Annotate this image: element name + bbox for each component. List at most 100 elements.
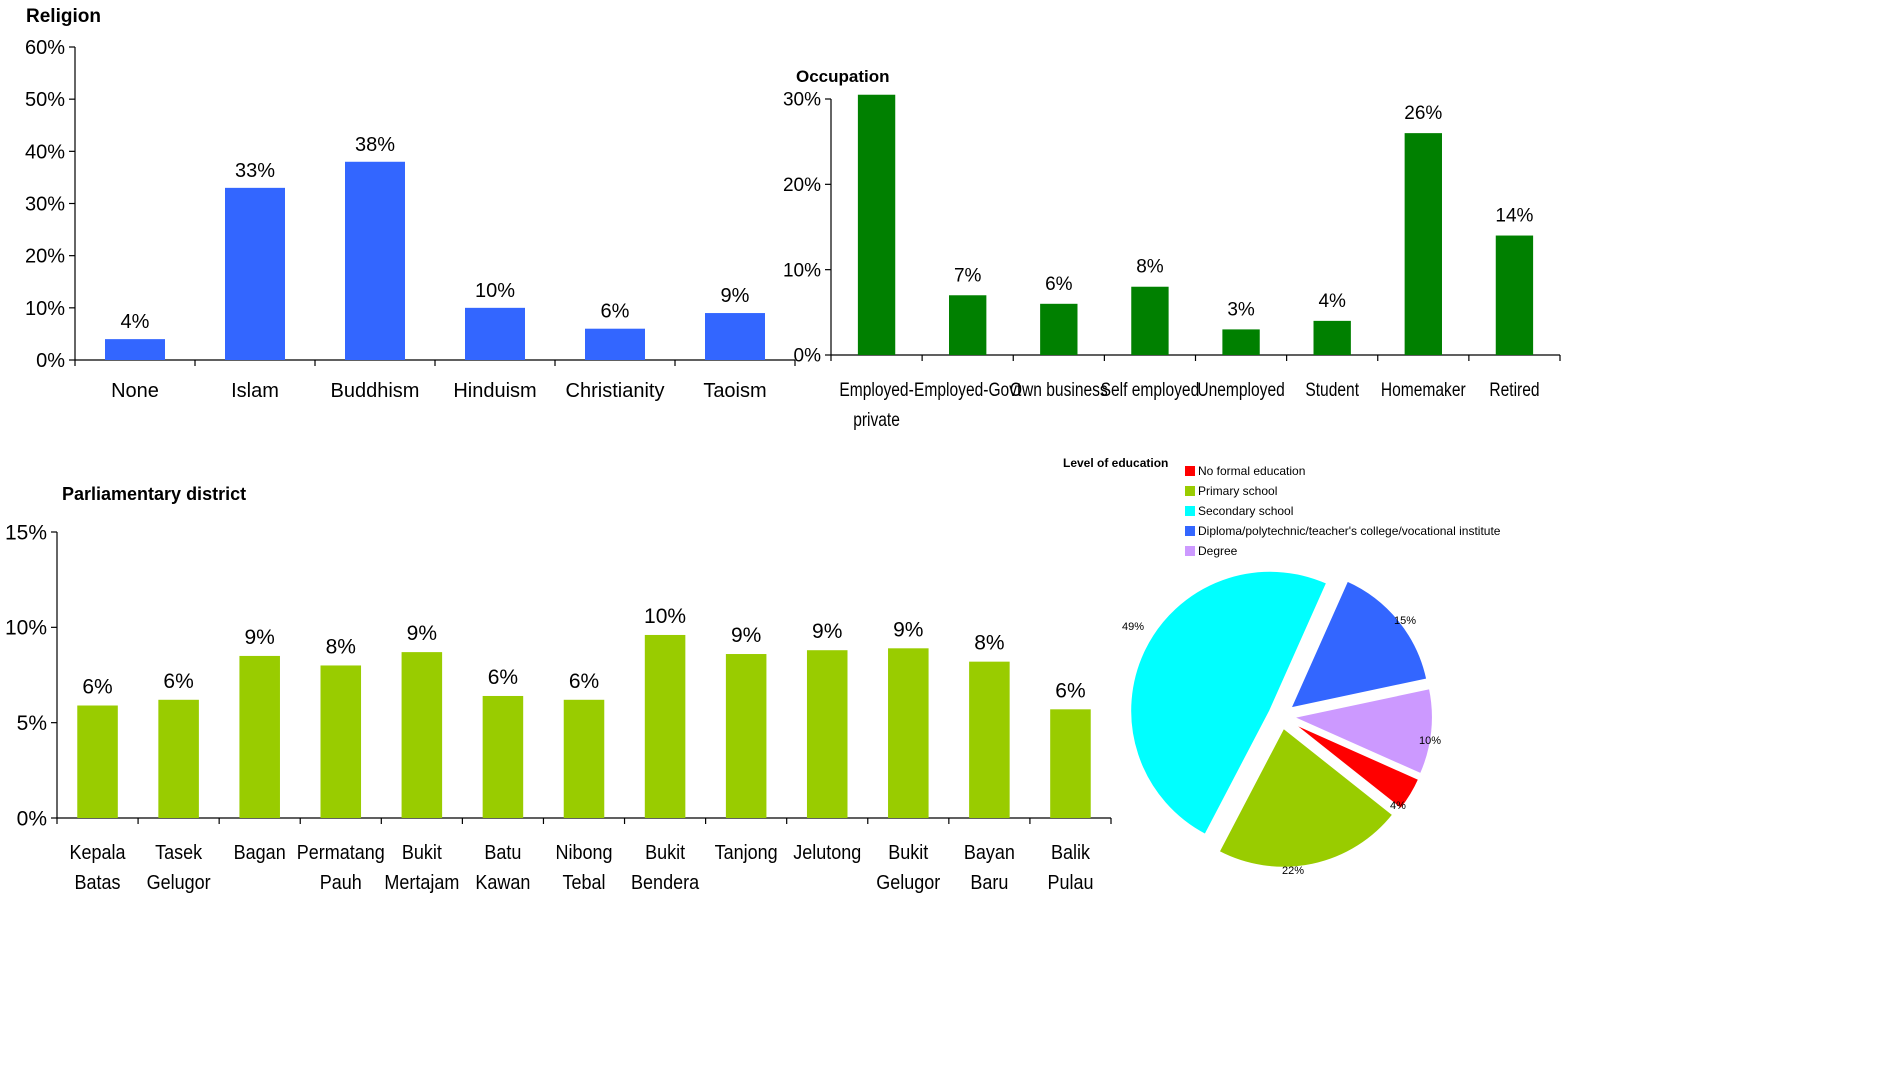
x-category-label: Permatang <box>297 842 385 864</box>
x-category-label: Balik <box>1051 842 1090 864</box>
x-category-label: Bukit <box>645 842 686 864</box>
bar <box>888 648 929 818</box>
chart-title: Level of education <box>1063 456 1168 470</box>
pie-slice <box>1289 686 1434 776</box>
x-category-label: Jelutong <box>793 842 861 864</box>
bar <box>644 634 686 818</box>
x-category-label: Pulau <box>1047 872 1093 894</box>
legend-swatch <box>1185 486 1195 496</box>
bar <box>239 655 280 818</box>
y-tick-label: 10% <box>25 298 65 320</box>
data-label: 6% <box>569 670 599 693</box>
data-label: 4% <box>1318 291 1346 312</box>
data-label: 9% <box>893 618 923 641</box>
bar <box>482 695 524 818</box>
y-tick-label: 40% <box>25 141 65 163</box>
pie-slice-label: 49% <box>1122 621 1144 633</box>
pie-slice <box>1129 569 1329 837</box>
bar <box>1404 133 1442 355</box>
y-tick-label: 30% <box>25 194 65 216</box>
bar <box>705 313 765 360</box>
x-category-label: Buddhism <box>331 380 420 402</box>
bar <box>969 661 1010 818</box>
data-label: 6% <box>163 670 193 693</box>
y-tick-label: 60% <box>25 37 65 59</box>
bar <box>1313 320 1351 355</box>
bar <box>401 652 443 818</box>
x-category-label: Taoism <box>703 380 766 402</box>
bar <box>320 665 362 818</box>
x-category-label: Hinduism <box>453 380 536 402</box>
x-category-label: Batu <box>484 842 521 864</box>
data-label: 8% <box>1136 257 1164 278</box>
data-label: 38% <box>355 134 395 156</box>
x-category-label: Student <box>1305 379 1359 401</box>
y-tick-label: 10% <box>5 617 47 640</box>
x-category-label: Self employed <box>1101 379 1200 401</box>
parliamentary-district-chart: Parliamentary district 0% 5% 10% 15% 6% Kepala… <box>5 484 1112 894</box>
x-category-label: Pauh <box>320 872 362 894</box>
data-label: 33% <box>235 160 275 182</box>
x-category-label: Retired <box>1489 379 1539 401</box>
bar <box>585 328 645 360</box>
x-category-label: Kawan <box>475 872 530 894</box>
y-tick-label: 0% <box>36 350 65 372</box>
legend-label: Degree <box>1198 544 1238 558</box>
bar <box>158 699 199 818</box>
bar <box>806 650 848 818</box>
bar <box>857 94 896 355</box>
x-category-label: Kepala <box>70 842 126 864</box>
x-category-label: Employed-Govt <box>914 379 1021 401</box>
x-category-label: Tasek <box>155 842 202 864</box>
bar <box>465 307 525 360</box>
pie-slice <box>1217 726 1395 869</box>
pie-slice-label: 15% <box>1394 615 1416 627</box>
x-category-label: Christianity <box>566 380 665 402</box>
chart-title: Occupation <box>796 67 890 86</box>
data-label: 9% <box>245 626 275 649</box>
data-label: 9% <box>731 624 761 647</box>
bar <box>1050 709 1091 818</box>
pie-slice <box>1288 579 1429 710</box>
x-category-label: Bagan <box>234 842 286 864</box>
pie-slice-label: 10% <box>1419 735 1441 747</box>
data-label: 6% <box>488 666 518 689</box>
data-label: 9% <box>407 622 437 645</box>
data-label: 6% <box>1045 274 1073 295</box>
data-label: 9% <box>812 620 842 643</box>
x-category-label: Tanjong <box>715 842 778 864</box>
data-label: 9% <box>721 285 750 307</box>
x-category-label: Mertajam <box>384 872 459 894</box>
data-label: 10% <box>475 280 515 302</box>
bar <box>1495 235 1534 355</box>
y-tick-label: 50% <box>25 89 65 111</box>
data-label: 3% <box>1227 299 1255 320</box>
education-pie-chart: Level of education No formal education Pri… <box>1063 456 1501 877</box>
occupation-chart: Occupation 0% 10% 20% 30% Employed-private 7% E… <box>783 67 1561 430</box>
y-tick-label: 20% <box>783 175 821 196</box>
legend-label: No formal education <box>1198 464 1305 478</box>
pie-slice-label: 4% <box>1390 800 1406 812</box>
data-label: 6% <box>82 676 112 699</box>
y-tick-label: 0% <box>17 807 47 830</box>
x-category-label: Homemaker <box>1381 379 1466 401</box>
data-label: 8% <box>326 635 356 658</box>
x-category-label: Gelugor <box>876 872 941 894</box>
bar <box>563 699 605 818</box>
y-tick-label: 15% <box>5 521 47 544</box>
y-tick-label: 0% <box>794 346 822 367</box>
legend-label: Secondary school <box>1198 504 1293 518</box>
legend-label: Diploma/polytechnic/teacher's college/vo… <box>1198 524 1501 538</box>
legend-label: Primary school <box>1198 484 1277 498</box>
legend-swatch <box>1185 546 1195 556</box>
x-category-label: Bukit <box>888 842 929 864</box>
x-category-label: Tebal <box>562 872 605 894</box>
x-category-label: Bayan <box>964 842 1015 864</box>
x-category-label: Nibong <box>555 842 612 864</box>
data-label: 10% <box>644 605 686 628</box>
legend-swatch <box>1185 526 1195 536</box>
data-label: 4% <box>121 311 150 333</box>
x-category-label: Employed- <box>839 379 914 401</box>
pie-slice <box>1290 721 1421 811</box>
y-tick-label: 10% <box>783 260 821 281</box>
